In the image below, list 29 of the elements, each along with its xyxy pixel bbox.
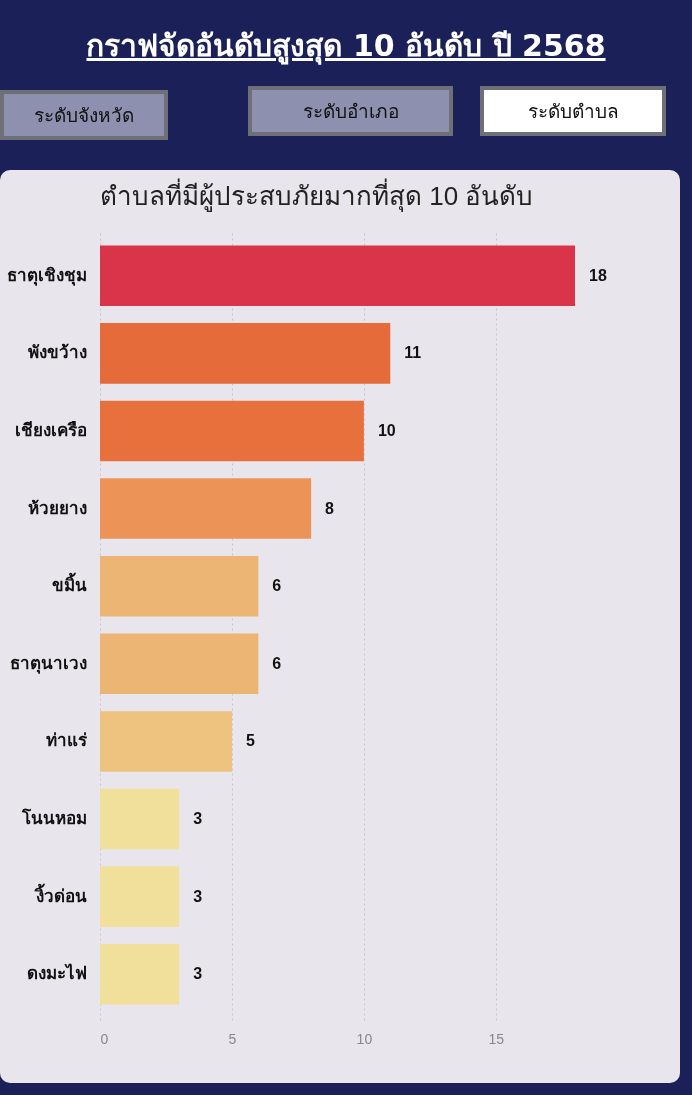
y-tick-label: พังขว้าง — [27, 343, 87, 363]
data-label: 3 — [193, 965, 203, 983]
y-tick-label: โนนหอม — [20, 808, 87, 829]
y-tick-label: ธาตุนาเวง — [9, 653, 87, 674]
y-tick-label: ขมิ้น — [51, 572, 87, 596]
y-tick-label: ท่าแร่ — [45, 731, 88, 751]
data-label: 5 — [245, 732, 255, 750]
y-tick-label: ดงมะไฟ — [26, 963, 87, 984]
data-label: 3 — [193, 810, 203, 828]
x-tick-label: 0 — [100, 1030, 109, 1047]
data-label: 3 — [193, 887, 203, 905]
tab-button[interactable]: ระดับตำบล — [480, 86, 666, 136]
data-label: 11 — [404, 344, 422, 362]
y-tick-label: ห้วยยาง — [27, 498, 87, 518]
text: กราฟจัดอันดับสูงสุด 10 อันดับ ปี 2568 — [85, 27, 607, 63]
y-tick-label: ธาตุเชิงชุม — [6, 265, 87, 286]
data-label: 6 — [272, 577, 282, 595]
data-label: 18 — [589, 266, 607, 284]
y-tick-label: งิ้วด่อน — [33, 882, 87, 906]
data-label: 6 — [272, 654, 282, 672]
data-label: 8 — [325, 499, 335, 517]
y-tick-label: เชียงเครือ — [14, 419, 87, 440]
x-tick-label: 10 — [356, 1030, 373, 1047]
tab-button[interactable]: ระดับจังหวัด — [0, 90, 168, 140]
tab-button[interactable]: ระดับอำเภอ — [248, 86, 453, 136]
x-tick-label: 15 — [488, 1030, 505, 1047]
data-label: 10 — [377, 421, 396, 439]
chart-title: ตำบลที่มีผู้ประสบภัยมากที่สุด 10 อันดับ — [100, 178, 534, 212]
x-tick-label: 5 — [228, 1030, 237, 1047]
